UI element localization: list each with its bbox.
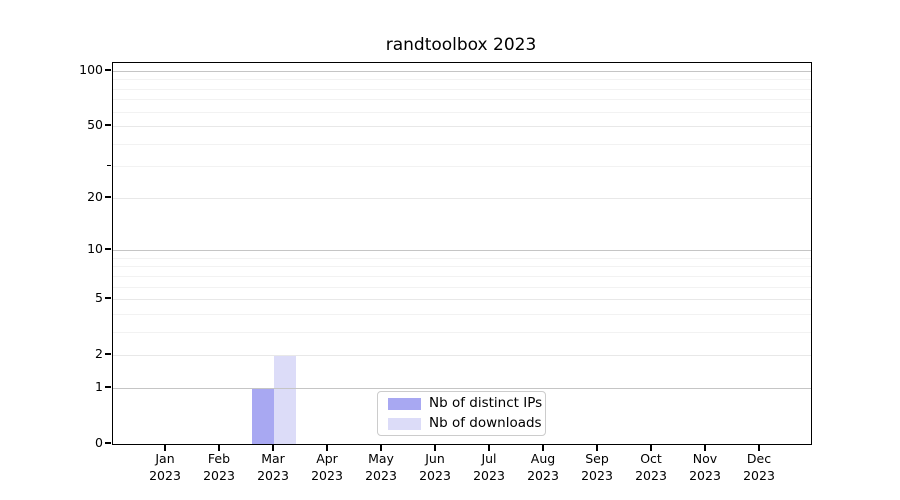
x-tick xyxy=(380,444,382,451)
legend: Nb of distinct IPs Nb of downloads xyxy=(377,391,546,436)
x-tick xyxy=(596,444,598,451)
gridline-minor xyxy=(113,79,811,81)
y-tick-label: 5 xyxy=(95,290,103,306)
bars-layer xyxy=(113,63,811,444)
x-tick-label: Jun 2023 xyxy=(419,451,451,483)
chart-title: randtoolbox 2023 xyxy=(385,35,537,55)
y-tick xyxy=(104,196,111,198)
x-tick-label: Aug 2023 xyxy=(527,451,559,483)
y-tick-label: 2 xyxy=(95,346,103,362)
y-tick-label: 50 xyxy=(87,117,103,133)
y-tick xyxy=(104,69,111,71)
x-tick-label: Oct 2023 xyxy=(635,451,667,483)
y-tick-label: 1 xyxy=(95,378,103,394)
gridline xyxy=(113,299,811,301)
legend-swatch-downloads xyxy=(388,417,421,430)
gridline-minor xyxy=(113,111,811,113)
y-tick-label: 20 xyxy=(87,188,103,204)
x-tick-label: Jul 2023 xyxy=(473,451,505,483)
gridline xyxy=(113,70,811,72)
x-tick xyxy=(434,444,436,451)
y-tick-label: 100 xyxy=(79,61,103,77)
legend-swatch-distinct-ips xyxy=(388,397,421,410)
y-tick xyxy=(104,297,111,299)
gridline-minor xyxy=(113,331,811,333)
x-tick xyxy=(164,444,166,451)
x-tick xyxy=(488,444,490,451)
y-minor-tick xyxy=(106,165,111,167)
plot-area: Nb of distinct IPs Nb of downloads xyxy=(112,62,812,445)
legend-label-downloads: Nb of downloads xyxy=(429,415,542,431)
bar-distinct-ips xyxy=(252,387,274,444)
x-tick xyxy=(704,444,706,451)
gridline-minor xyxy=(113,143,811,145)
y-tick xyxy=(104,248,111,250)
gridline-minor xyxy=(113,166,811,168)
gridline xyxy=(113,126,811,128)
x-tick-label: Jan 2023 xyxy=(149,451,181,483)
x-tick-label: Apr 2023 xyxy=(311,451,343,483)
gridline-minor xyxy=(113,257,811,259)
gridline xyxy=(113,355,811,357)
gridline xyxy=(113,387,811,389)
x-tick xyxy=(758,444,760,451)
y-tick-label: 10 xyxy=(87,241,103,257)
x-tick xyxy=(326,444,328,451)
legend-item-downloads: Nb of downloads xyxy=(378,415,545,432)
x-tick xyxy=(272,444,274,451)
x-tick-label: Sep 2023 xyxy=(581,451,613,483)
x-tick xyxy=(542,444,544,451)
gridline xyxy=(113,197,811,199)
gridline-minor xyxy=(113,286,811,288)
gridline xyxy=(113,250,811,252)
x-tick-label: Feb 2023 xyxy=(203,451,235,483)
x-tick-label: Mar 2023 xyxy=(257,451,289,483)
gridline-minor xyxy=(113,313,811,315)
y-tick xyxy=(104,124,111,126)
legend-label-distinct-ips: Nb of distinct IPs xyxy=(429,395,543,411)
y-tick xyxy=(104,386,111,388)
gridline-minor xyxy=(113,275,811,277)
gridlines-layer xyxy=(113,63,811,444)
gridline-minor xyxy=(113,99,811,101)
x-tick-label: Dec 2023 xyxy=(743,451,775,483)
gridline-minor xyxy=(113,266,811,268)
y-tick xyxy=(104,442,111,444)
y-tick-label: 0 xyxy=(95,435,103,450)
x-tick xyxy=(650,444,652,451)
x-tick xyxy=(218,444,220,451)
bar-downloads xyxy=(274,355,296,444)
x-tick-label: May 2023 xyxy=(365,451,397,483)
y-tick xyxy=(104,353,111,355)
gridline-minor xyxy=(113,88,811,90)
x-tick-label: Nov 2023 xyxy=(689,451,721,483)
legend-item-distinct-ips: Nb of distinct IPs xyxy=(378,395,545,412)
